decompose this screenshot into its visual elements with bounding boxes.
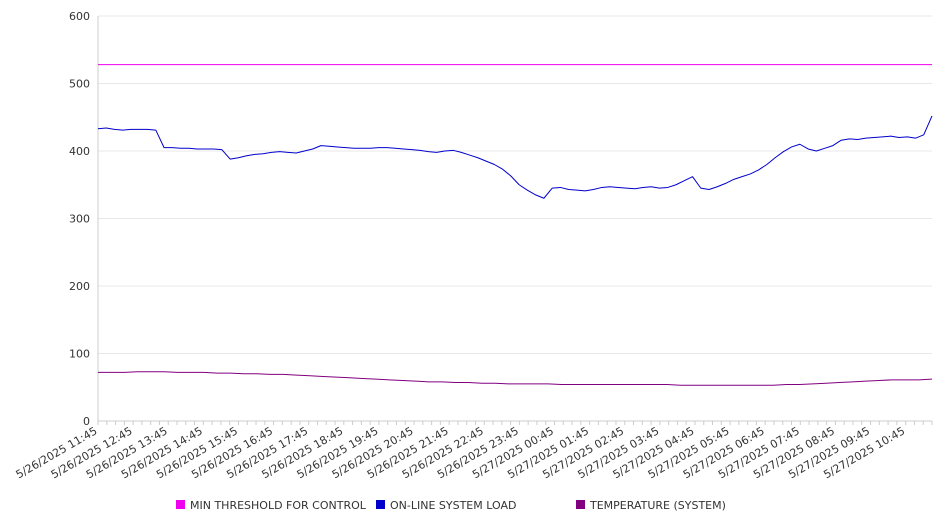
x-axis-ticks: 5/26/2025 11:455/26/2025 12:455/26/2025 … [14, 424, 907, 481]
y-tick-label: 500 [69, 78, 90, 91]
y-tick-label: 300 [69, 213, 90, 226]
legend-label: MIN THRESHOLD FOR CONTROL [190, 499, 367, 512]
y-tick-label: 100 [69, 348, 90, 361]
y-tick-label: 200 [69, 280, 90, 293]
legend-label: ON-LINE SYSTEM LOAD [390, 499, 516, 512]
legend: MIN THRESHOLD FOR CONTROL ON-LINE SYSTEM … [176, 499, 726, 512]
legend-swatch [176, 500, 185, 509]
series-line-temperature-system [98, 371, 933, 386]
legend-label: TEMPERATURE (SYSTEM) [589, 499, 726, 512]
y-tick-label: 600 [69, 10, 90, 23]
legend-swatch [376, 500, 385, 509]
y-tick-label: 0 [83, 415, 90, 428]
axes [97, 16, 933, 425]
series-line-on-line-system-load [97, 115, 933, 199]
gridlines [98, 15, 932, 354]
y-axis-ticks: 0 100 200 300 400 500 600 [69, 10, 90, 428]
y-tick-label: 400 [69, 145, 90, 158]
series-lines [97, 64, 933, 386]
legend-swatch [576, 500, 585, 509]
